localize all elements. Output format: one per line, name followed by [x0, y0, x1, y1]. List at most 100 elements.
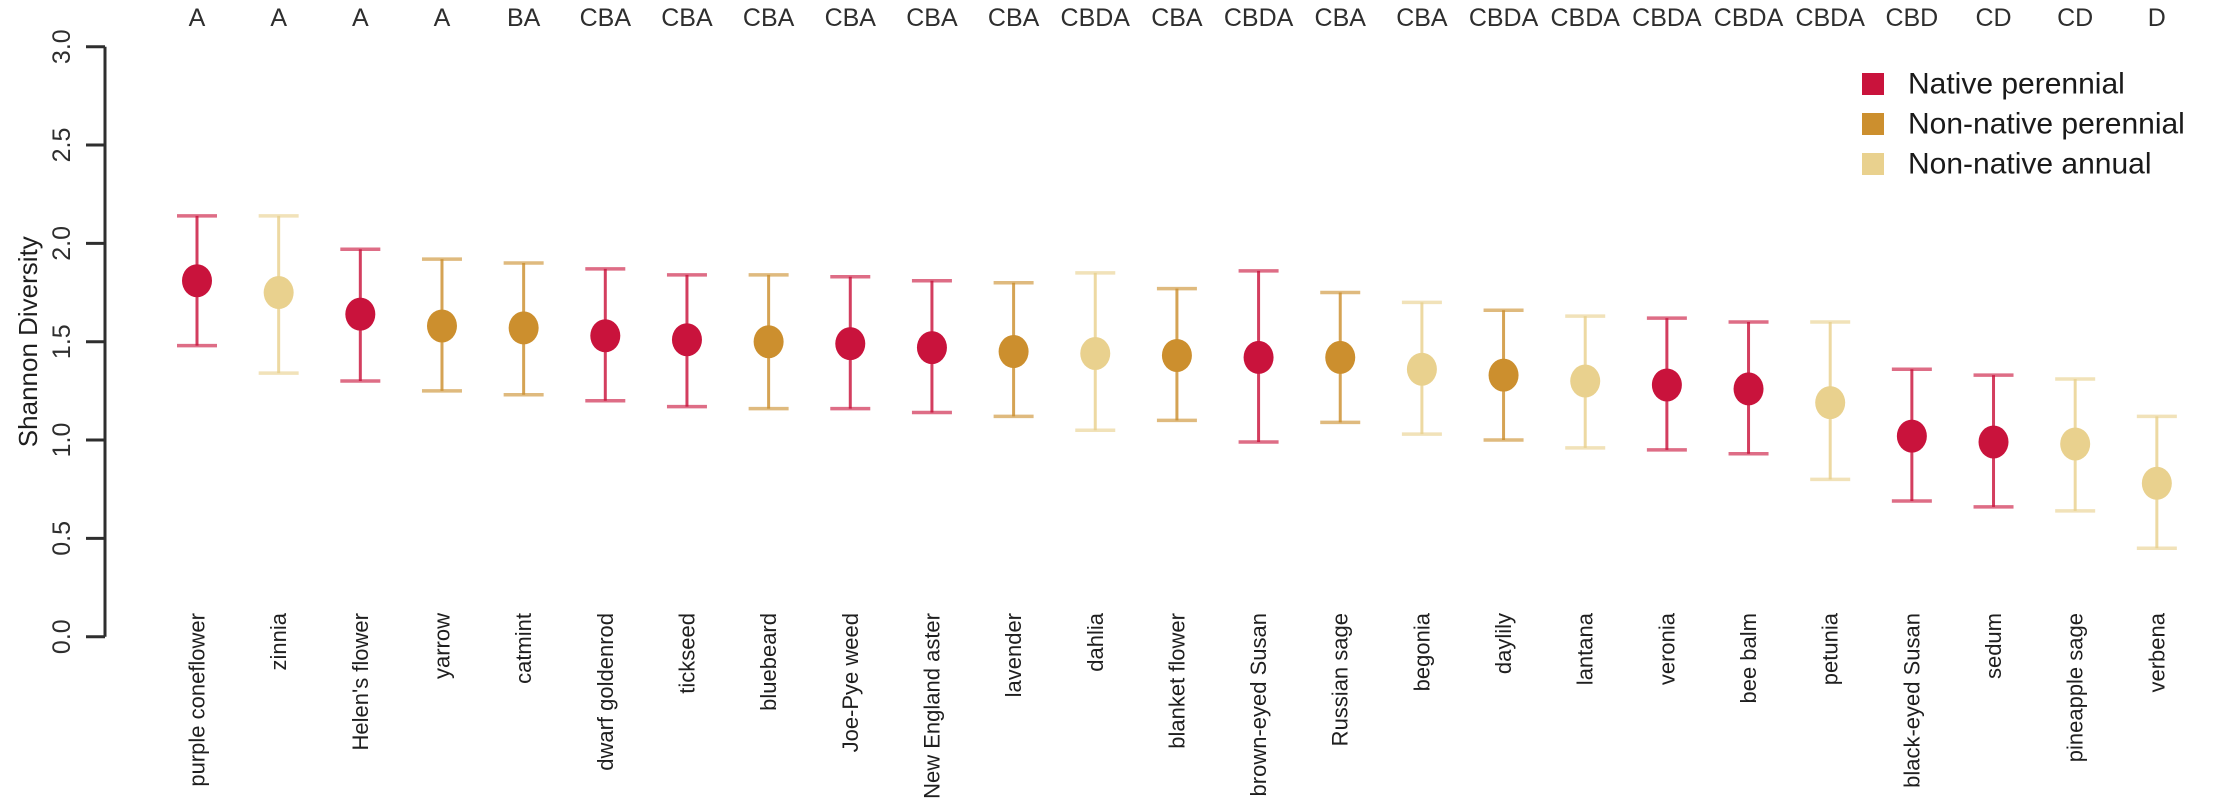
mean-dot: [590, 319, 621, 353]
significance-letters: CBDA: [1469, 4, 1539, 32]
point-lavender: CBA lavender: [988, 4, 1040, 697]
significance-letters: A: [270, 4, 287, 32]
point-begonia: CBA begonia: [1396, 4, 1448, 691]
y-axis: 0.0 0.5 1.0 1.5 2.0 2.5 3.0 Shannon Diversity: [13, 29, 107, 654]
mean-dot: [998, 335, 1029, 369]
significance-letters: CBA: [825, 4, 877, 32]
mean-dot: [1651, 368, 1682, 402]
point-russian-sage: CBA Russian sage: [1315, 4, 1367, 746]
species-label: catmint: [511, 613, 536, 684]
significance-letters: CBDA: [1795, 4, 1865, 32]
point-lantana: CBDA lantana: [1550, 4, 1620, 685]
legend-item-non-native-annual: Non-native annual: [1862, 148, 2152, 181]
legend-item-native-perennial: Native perennial: [1862, 68, 2125, 101]
mean-dot: [508, 311, 539, 345]
significance-letters: CD: [2057, 4, 2093, 32]
y-axis-title: Shannon Diversity: [13, 236, 43, 447]
significance-letters: CBDA: [1550, 4, 1620, 32]
point-new-england-aster: CBA New England aster: [906, 4, 958, 799]
significance-letters: CBA: [580, 4, 632, 32]
species-label: purple coneflower: [185, 613, 210, 787]
point-dahlia: CBDA dahlia: [1061, 4, 1131, 672]
species-label: bee balm: [1736, 613, 1761, 704]
species-label: Helen's flower: [348, 613, 373, 750]
point-veronia: CBDA veronia: [1632, 4, 1702, 685]
point-brown-eyed-susan: CBDA brown-eyed Susan: [1224, 4, 1294, 796]
point-petunia: CBDA petunia: [1795, 4, 1865, 685]
significance-letters: CD: [1975, 4, 2011, 32]
species-label: pineapple sage: [2063, 613, 2088, 762]
species-label: dahlia: [1083, 612, 1108, 671]
point-bluebeard: CBA bluebeard: [743, 4, 795, 711]
mean-dot: [1488, 358, 1519, 392]
significance-letters: CBA: [661, 4, 713, 32]
species-label: yarrow: [429, 613, 454, 679]
species-label: New England aster: [919, 613, 944, 799]
significance-letters: CBA: [906, 4, 958, 32]
point-daylily: CBDA daylily: [1469, 4, 1539, 674]
y-tick-label: 2.0: [48, 226, 76, 261]
species-label: Russian sage: [1328, 613, 1353, 746]
species-label: lantana: [1573, 612, 1598, 685]
mean-dot: [1080, 336, 1111, 370]
mean-dot: [426, 309, 457, 343]
mean-dot: [2141, 466, 2172, 500]
species-label: black-eyed Susan: [1899, 613, 1924, 788]
mean-dot: [345, 297, 376, 331]
legend-swatch-icon: [1862, 153, 1884, 175]
significance-letters: CBDA: [1632, 4, 1702, 32]
mean-dot: [1570, 364, 1601, 398]
mean-dot: [1243, 340, 1274, 374]
species-label: lavender: [1001, 613, 1026, 697]
y-tick-label: 1.0: [48, 423, 76, 458]
significance-letters: A: [352, 4, 369, 32]
point-catmint: BA catmint: [503, 4, 544, 684]
mean-dot: [835, 327, 866, 361]
legend-label: Non-native perennial: [1908, 108, 2185, 141]
mean-dot: [1733, 372, 1764, 406]
mean-dot: [1161, 338, 1192, 372]
species-label: petunia: [1818, 612, 1843, 685]
significance-letters: A: [434, 4, 451, 32]
mean-dot: [1325, 340, 1356, 374]
point-pineapple-sage: CD pineapple sage: [2055, 4, 2096, 762]
species-label: Joe-Pye weed: [838, 613, 863, 752]
y-tick-label: 0.0: [48, 619, 76, 654]
mean-dot: [753, 325, 784, 359]
significance-letters: A: [189, 4, 206, 32]
species-label: bluebeard: [756, 613, 781, 711]
point-joe-pye-weed: CBA Joe-Pye weed: [825, 4, 877, 752]
significance-letters: CBA: [1151, 4, 1203, 32]
y-tick-label: 0.5: [48, 521, 76, 556]
significance-letters: CBA: [743, 4, 795, 32]
point-tickseed: CBA tickseed: [661, 4, 713, 694]
significance-letters: CBA: [988, 4, 1040, 32]
species-label: veronia: [1654, 612, 1679, 685]
point-helen-s-flower: A Helen's flower: [340, 4, 381, 750]
mean-dot: [182, 264, 212, 298]
mean-dot: [1978, 425, 2009, 459]
species-label: begonia: [1409, 612, 1434, 691]
species-label: dwarf goldenrod: [593, 613, 618, 771]
significance-letters: CBDA: [1061, 4, 1131, 32]
mean-dot: [263, 276, 294, 310]
point-bee-balm: CBDA bee balm: [1714, 4, 1784, 704]
mean-dot: [671, 323, 702, 357]
significance-letters: D: [2148, 4, 2166, 32]
legend-item-non-native-perennial: Non-native perennial: [1862, 108, 2185, 141]
y-tick-label: 2.5: [48, 128, 76, 163]
mean-dot: [1896, 419, 1927, 453]
legend-swatch-icon: [1862, 73, 1884, 95]
point-sedum: CD sedum: [1973, 4, 2014, 679]
species-label: blanket flower: [1164, 613, 1189, 749]
significance-letters: CBDA: [1714, 4, 1784, 32]
species-label: tickseed: [674, 613, 699, 694]
mean-dot: [1406, 352, 1437, 386]
legend-label: Native perennial: [1908, 68, 2125, 101]
legend-label: Non-native annual: [1908, 148, 2152, 181]
